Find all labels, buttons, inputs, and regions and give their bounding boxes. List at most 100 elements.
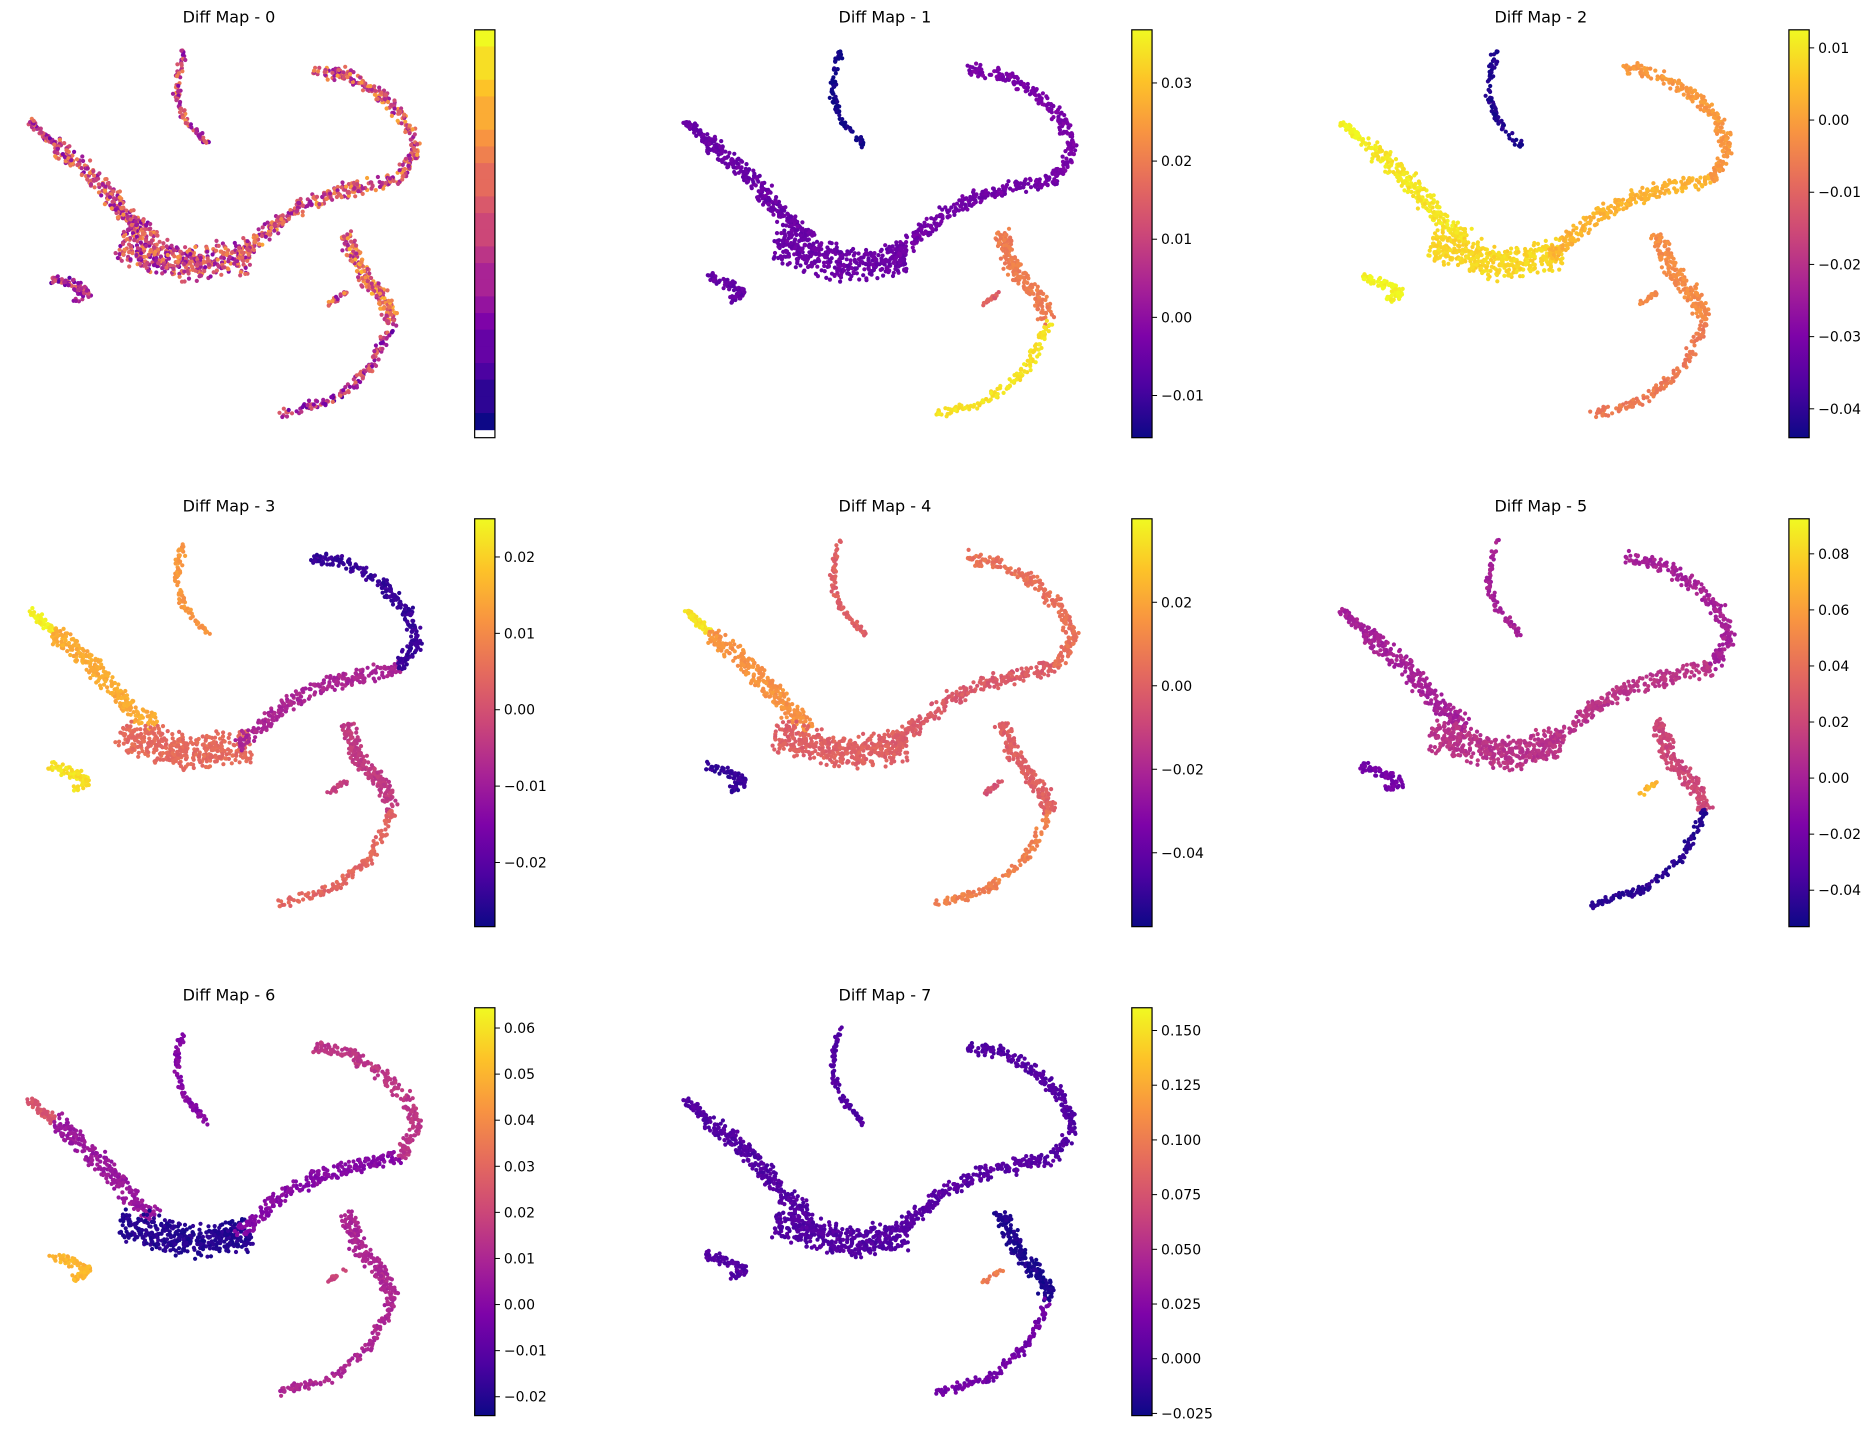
data-point [838,121,844,126]
data-point [847,251,852,256]
colorbar-bin [474,296,495,314]
data-point [182,261,187,267]
data-point [311,68,317,73]
data-point [823,250,828,255]
data-point [1478,266,1484,271]
data-point [786,230,791,235]
data-point [928,223,933,228]
colorbar-bin [474,379,495,397]
data-point [1041,330,1046,335]
data-point [788,214,794,219]
data-point [144,223,149,228]
data-point [1713,172,1718,177]
data-point [1385,297,1390,302]
data-point [1027,176,1032,181]
data-point [1643,196,1648,201]
panel-diff-map-2: Diff Map - 20.010.00−0.01−0.02−0.03−0.04 [1338,8,1861,439]
data-point [1427,208,1432,214]
data-point [719,139,724,144]
data-point [156,247,161,252]
data-point [1026,181,1031,186]
data-point [360,376,365,381]
data-point [1506,267,1512,272]
data-point [1639,196,1644,202]
data-point [861,273,866,278]
data-point [55,146,61,151]
data-point [1718,167,1723,172]
data-point [733,171,738,176]
colorbar-tick-label: 0.02 [1161,154,1192,170]
data-point [1681,92,1686,97]
data-point [827,257,832,262]
data-point [1661,183,1666,188]
data-point [826,263,831,268]
data-point [878,249,883,254]
data-point [382,296,387,301]
data-point [1686,92,1691,97]
data-point [365,266,370,272]
data-point [1013,266,1018,271]
data-point [1388,150,1393,155]
data-point [1022,362,1027,367]
data-point [1046,329,1051,334]
data-point [155,233,160,238]
data-point [175,255,181,260]
data-point [84,288,89,293]
data-point [1045,305,1050,310]
data-point [780,208,785,213]
data-point [387,176,392,181]
data-point [807,244,812,250]
data-point [796,251,802,256]
data-point [880,253,885,258]
data-point [1393,287,1398,292]
data-point [377,184,383,189]
data-point [185,269,190,274]
data-point [1688,86,1693,91]
data-point [1369,275,1374,280]
data-point [1503,129,1508,134]
data-point [1037,94,1042,99]
data-point [890,273,896,279]
data-point [835,67,840,72]
data-point [311,402,316,407]
data-point [945,411,950,417]
data-point [1008,235,1013,240]
data-point [833,56,838,61]
data-point [1713,121,1718,126]
data-point [968,64,973,69]
data-point [1574,226,1579,231]
data-point [178,75,183,80]
data-point [300,213,305,218]
data-point [212,261,217,266]
data-point [791,218,796,223]
data-point [205,249,210,254]
data-point [165,252,170,258]
data-point [1444,213,1449,218]
data-point [1563,239,1568,244]
data-point [1660,74,1666,79]
data-point [834,245,839,250]
data-point [164,244,169,249]
data-point [837,116,842,121]
data-point [309,406,314,411]
data-point [326,299,331,305]
data-point [241,236,246,241]
data-point [1053,178,1058,183]
data-point [1638,189,1643,194]
data-point [198,256,203,261]
data-point [1409,181,1414,186]
data-point [1667,190,1672,195]
data-point [864,276,869,281]
data-point [1633,200,1639,205]
data-point [1443,235,1448,240]
data-point [706,146,711,151]
data-point [321,397,326,402]
data-point [1651,181,1656,186]
data-point [345,232,350,237]
data-point [815,264,820,269]
data-point [1496,250,1501,255]
data-point [1466,240,1471,245]
data-point [338,292,343,297]
data-point [711,277,717,282]
